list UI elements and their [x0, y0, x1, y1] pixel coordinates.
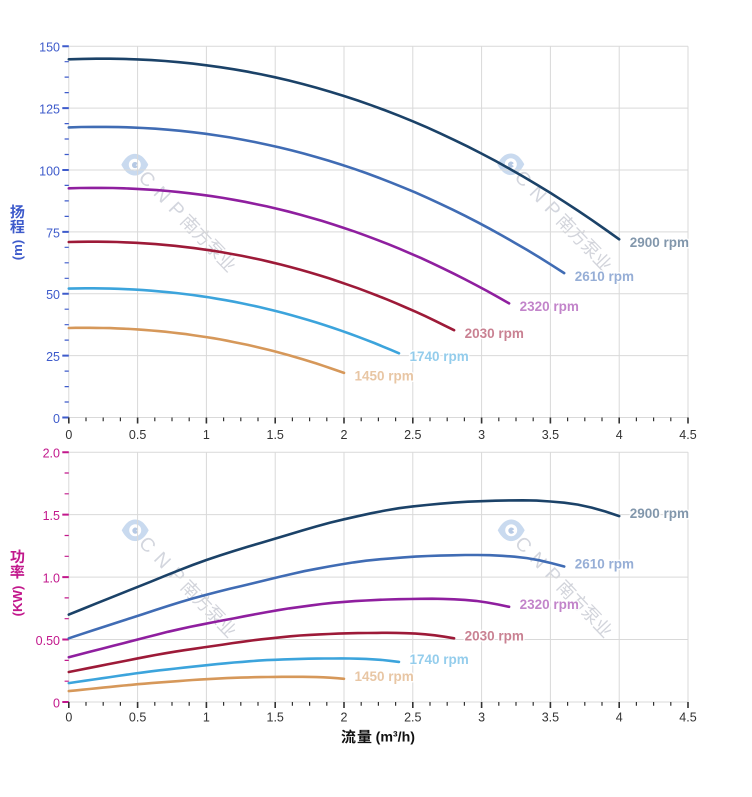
svg-text:75: 75 [46, 226, 60, 240]
svg-text:1: 1 [203, 711, 210, 725]
svg-text:(m³/h): (m³/h) [376, 729, 416, 745]
svg-text:0.5: 0.5 [129, 428, 146, 442]
svg-text:4.5: 4.5 [679, 711, 696, 725]
svg-text:4: 4 [616, 428, 623, 442]
svg-text:2320 rpm: 2320 rpm [520, 299, 579, 314]
svg-text:2030 rpm: 2030 rpm [465, 326, 524, 341]
svg-text:25: 25 [46, 350, 60, 364]
svg-text:(m): (m) [10, 240, 25, 261]
svg-text:3: 3 [478, 711, 485, 725]
svg-text:1.5: 1.5 [267, 711, 284, 725]
svg-text:3.5: 3.5 [542, 711, 559, 725]
svg-text:2.0: 2.0 [43, 447, 60, 461]
svg-text:1: 1 [203, 428, 210, 442]
svg-text:1450 rpm: 1450 rpm [355, 669, 414, 684]
svg-text:2610 rpm: 2610 rpm [575, 269, 634, 284]
svg-text:3: 3 [478, 428, 485, 442]
svg-text:2.5: 2.5 [404, 428, 421, 442]
svg-text:2320 rpm: 2320 rpm [520, 597, 579, 612]
svg-text:4.5: 4.5 [679, 428, 696, 442]
svg-text:1.5: 1.5 [43, 509, 60, 523]
svg-text:1740 rpm: 1740 rpm [410, 349, 469, 364]
svg-text:1740 rpm: 1740 rpm [410, 652, 469, 667]
svg-text:2: 2 [341, 428, 348, 442]
svg-text:125: 125 [39, 103, 60, 117]
svg-text:2610 rpm: 2610 rpm [575, 557, 634, 572]
svg-text:2030 rpm: 2030 rpm [465, 628, 524, 643]
svg-text:0: 0 [65, 711, 72, 725]
svg-text:2.5: 2.5 [404, 711, 421, 725]
svg-text:4: 4 [616, 711, 623, 725]
svg-text:1.5: 1.5 [267, 428, 284, 442]
svg-text:0: 0 [53, 697, 60, 711]
svg-text:150: 150 [39, 41, 60, 55]
svg-text:3.5: 3.5 [542, 428, 559, 442]
svg-text:100: 100 [39, 165, 60, 179]
svg-text:(KW): (KW) [10, 586, 25, 617]
svg-text:0.5: 0.5 [129, 711, 146, 725]
svg-text:0: 0 [65, 428, 72, 442]
svg-text:50: 50 [46, 288, 60, 302]
svg-text:1.0: 1.0 [43, 572, 60, 586]
svg-text:2900 rpm: 2900 rpm [630, 235, 689, 250]
svg-text:1450 rpm: 1450 rpm [355, 369, 414, 384]
svg-text:0.50: 0.50 [36, 634, 60, 648]
svg-text:2: 2 [341, 711, 348, 725]
svg-text:2900 rpm: 2900 rpm [630, 506, 689, 521]
svg-text:0: 0 [53, 412, 60, 426]
